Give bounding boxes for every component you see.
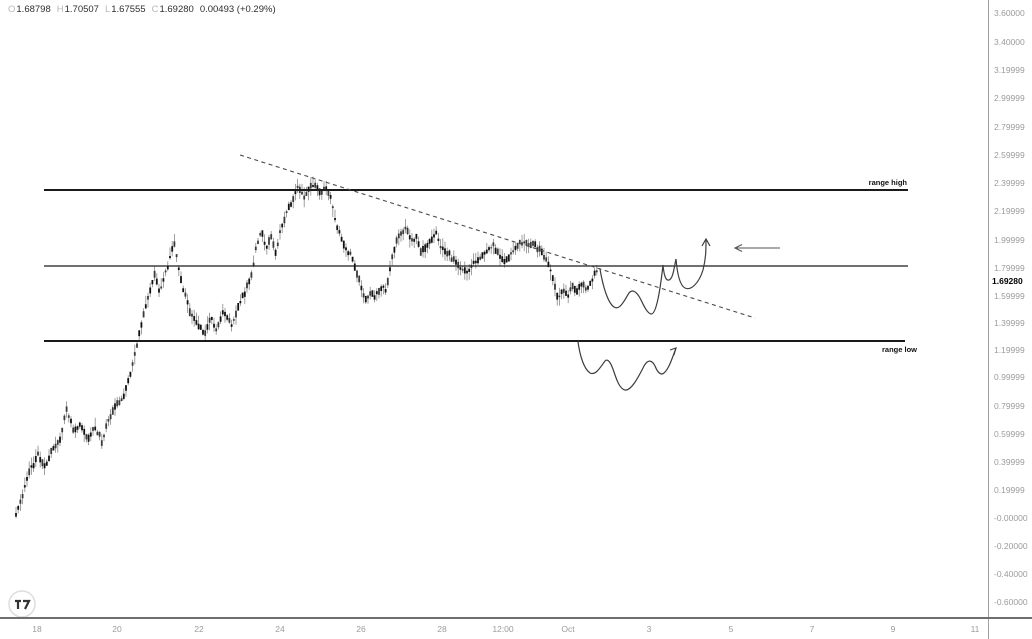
price-axis-label: 1.39999 [994, 318, 1025, 328]
time-axis-label: 24 [275, 624, 285, 634]
time-axis-label: 28 [437, 624, 447, 634]
legend-high-label: H [56, 4, 64, 15]
logo-glyph-icon [15, 599, 31, 610]
time-axis-label: Oct [561, 624, 575, 634]
candle-bodies [15, 185, 596, 517]
left-arrowhead-icon [733, 244, 743, 252]
price-axis-label: 0.79999 [994, 401, 1025, 411]
range-low-label[interactable]: range low [881, 345, 917, 354]
projection-squiggle-upper[interactable] [599, 239, 707, 315]
candle-wicks [15, 176, 598, 519]
range-high-label[interactable]: range high [868, 178, 907, 187]
squiggle-arrowhead-icon [669, 347, 677, 356]
price-axis-label: 0.19999 [994, 485, 1025, 495]
legend-close-label: C [151, 4, 159, 15]
price-axis-label: 2.39999 [994, 178, 1025, 188]
logo-circle [8, 590, 36, 618]
time-axis-label: 11 [970, 624, 980, 634]
time-axis-label: 5 [728, 624, 734, 634]
price-axis-label: -0.20000 [994, 541, 1028, 551]
price-axis-label: 2.19999 [994, 206, 1025, 216]
trendline-dashed[interactable] [239, 154, 756, 319]
price-axis-label: 3.60000 [994, 8, 1025, 18]
price-axis-label: 0.59999 [994, 429, 1025, 439]
time-axis-label: 12:00 [492, 624, 514, 634]
price-axis-label: -0.60000 [994, 597, 1028, 607]
legend-low-label: L [104, 4, 111, 15]
time-axis-label: 18 [32, 624, 42, 634]
price-axis-label: 3.19999 [994, 65, 1025, 75]
price-axis-label: 2.79999 [994, 122, 1025, 132]
price-axis-label: 2.59999 [994, 150, 1025, 160]
ohlc-legend[interactable]: O1.68798 H1.70507 L1.67555 C1.69280 0.00493 … [8, 4, 282, 15]
legend-open-label: O [8, 4, 16, 15]
time-axis-label: 22 [194, 624, 204, 634]
price-axis[interactable]: 3.60000 3.40000 3.19999 2.99999 2.79999 2.599… [988, 0, 1032, 617]
price-axis-label: 3.40000 [994, 37, 1025, 47]
price-axis-label: -0.40000 [994, 569, 1028, 579]
projection-squiggle-lower[interactable] [577, 341, 677, 391]
legend-open-value: 1.68798 [16, 4, 51, 15]
time-axis-label: 26 [356, 624, 366, 634]
legend-close-value: 1.69280 [159, 4, 194, 15]
time-axis[interactable]: 18 20 22 24 26 28 12:00 Oct 3 5 7 9 11 [0, 617, 1032, 639]
current-price-label: 1.69280 [990, 276, 1025, 286]
candle-bodies-alt [19, 182, 598, 504]
legend-high-value: 1.70507 [64, 4, 99, 15]
price-axis-label: 1.99999 [994, 235, 1025, 245]
legend-change-value: 0.00493 (+0.29%) [199, 4, 276, 15]
price-axis-label: 1.79999 [994, 263, 1025, 273]
time-axis-label: 7 [809, 624, 815, 634]
time-axis-label: 20 [112, 624, 122, 634]
time-axis-label: 3 [646, 624, 652, 634]
price-axis-label: 2.99999 [994, 93, 1025, 103]
time-axis-label: 9 [890, 624, 896, 634]
legend-low-value: 1.67555 [111, 4, 146, 15]
up-arrowhead-icon [701, 237, 711, 247]
tradingview-logo[interactable] [8, 590, 36, 618]
price-axis-label: 0.39999 [994, 457, 1025, 467]
price-axis-label: 1.19999 [994, 345, 1025, 355]
price-axis-label: 0.99999 [994, 372, 1025, 382]
price-axis-label: 1.59999 [994, 291, 1025, 301]
price-axis-label: -0.00000 [994, 513, 1028, 523]
